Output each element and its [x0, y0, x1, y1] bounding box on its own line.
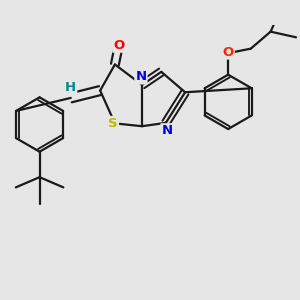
Text: S: S [108, 117, 118, 130]
Text: H: H [65, 81, 76, 94]
Text: N: N [135, 70, 146, 83]
Text: O: O [223, 46, 234, 59]
Text: O: O [113, 39, 124, 52]
Text: N: N [161, 124, 172, 137]
